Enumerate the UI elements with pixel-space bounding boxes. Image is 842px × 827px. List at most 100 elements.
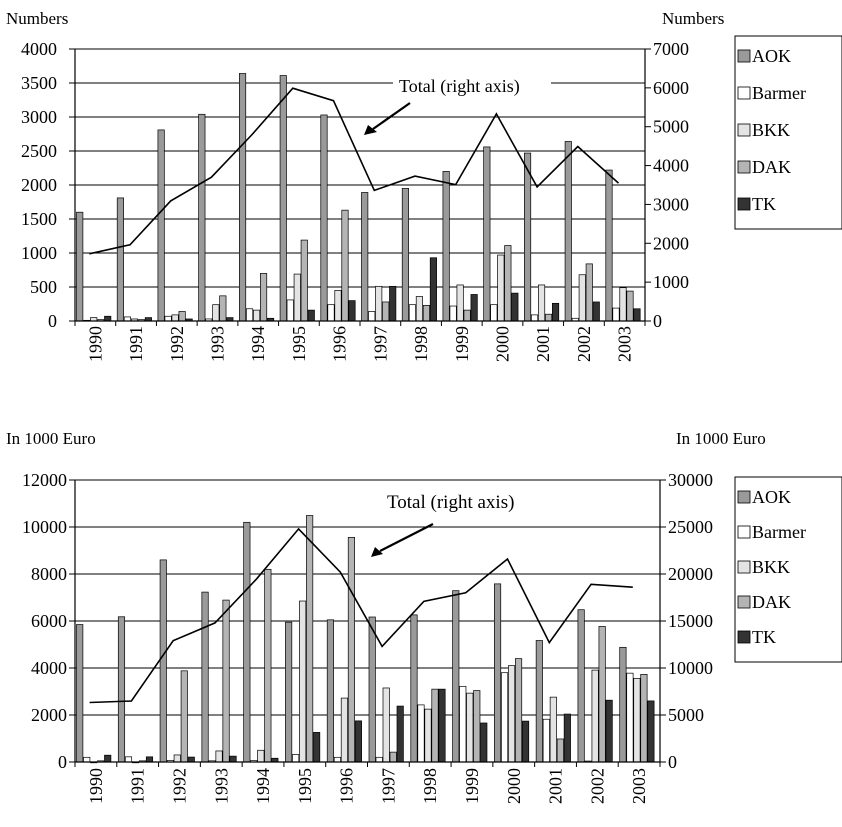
bar-aok: [279, 75, 287, 322]
bar-bkk: [578, 274, 586, 322]
bar-barmer: [246, 308, 254, 322]
legend-box: [734, 476, 842, 663]
chart2-right-axis-label: In 1000 Euro: [676, 429, 766, 448]
bar-aok: [201, 591, 209, 763]
bar-tk: [592, 301, 600, 322]
bar-bkk: [456, 284, 464, 322]
bar-dak: [300, 239, 308, 322]
bar-barmer: [292, 754, 300, 763]
bar-tk: [104, 315, 112, 322]
bar-dak: [264, 568, 272, 763]
bar-tk: [511, 292, 519, 322]
right-tick-label: 7000: [653, 39, 689, 59]
bar-tk: [438, 688, 446, 763]
bar-aok: [442, 171, 450, 322]
bar-dak: [504, 245, 512, 322]
bar-aok: [243, 521, 251, 763]
legend-label-tk: TK: [752, 194, 776, 214]
bar-bkk: [633, 677, 641, 763]
x-tick-label: 1990: [85, 326, 105, 362]
legend-label-dak: DAK: [752, 157, 791, 177]
bar-dak: [585, 263, 593, 322]
left-tick-label: 1000: [21, 243, 57, 263]
bar-aok: [361, 192, 369, 322]
x-tick-label: 1992: [169, 768, 189, 804]
right-tick-label: 5000: [668, 705, 704, 725]
x-tick-label: 2001: [546, 768, 566, 804]
bar-tk: [104, 754, 112, 763]
bar-dak: [180, 670, 188, 763]
x-tick-label: 1994: [248, 326, 268, 362]
left-tick-label: 10000: [22, 517, 67, 537]
bar-bkk: [215, 750, 223, 763]
chart1-arrowhead: [364, 125, 377, 135]
bar-dak: [598, 626, 606, 763]
bar-tk: [552, 302, 560, 322]
bar-barmer: [123, 316, 131, 322]
bar-barmer: [417, 704, 425, 763]
left-tick-label: 3500: [21, 73, 57, 93]
x-tick-label: 1998: [411, 326, 431, 362]
bar-barmer: [164, 315, 172, 322]
chart2-left-ticks: 0 2000 4000 6000 8000 10000 12000: [22, 470, 75, 772]
right-tick-label: 4000: [653, 156, 689, 176]
chart1-left-ticks: 0 500 1000 1500 2000 2500 3000 3500 4000: [21, 39, 75, 331]
bar-dak: [626, 290, 634, 322]
x-tick-label: 1993: [208, 326, 228, 362]
bar-aok: [320, 114, 328, 322]
bar-barmer: [327, 304, 335, 322]
bar-tk: [389, 285, 397, 322]
bar-bkk: [253, 309, 261, 322]
chart2-total-line: [89, 527, 633, 704]
bar-aok: [198, 113, 206, 322]
bar-tk: [307, 309, 315, 322]
bar-aok: [285, 621, 293, 763]
legend-label-dak: DAK: [752, 592, 791, 612]
bar-aok: [159, 559, 167, 763]
chart1-annotation-arrow: [372, 102, 411, 130]
left-tick-label: 3000: [21, 107, 57, 127]
bar-bkk: [257, 749, 265, 763]
legend-swatch-dak: [737, 595, 751, 609]
right-tick-label: 15000: [668, 611, 713, 631]
bar-barmer: [408, 304, 416, 322]
bar-aok: [494, 583, 502, 763]
bar-aok: [535, 640, 543, 763]
bar-bkk: [340, 697, 348, 763]
x-tick-label: 1997: [370, 326, 390, 362]
right-tick-label: 0: [653, 311, 662, 331]
right-tick-label: 20000: [668, 564, 713, 584]
left-tick-label: 2500: [21, 141, 57, 161]
bar-barmer: [368, 311, 376, 322]
left-tick-label: 4000: [31, 658, 67, 678]
bar-bkk: [466, 692, 474, 763]
bar-bkk: [538, 284, 546, 322]
bar-tk: [647, 700, 655, 763]
right-tick-label: 30000: [668, 470, 713, 490]
left-tick-label: 8000: [31, 564, 67, 584]
chart2-legend: AOK Barmer BKK DAK TK: [734, 476, 842, 663]
bar-barmer: [531, 314, 539, 322]
bar-bkk: [293, 273, 301, 322]
bar-aok: [401, 188, 409, 322]
right-tick-label: 6000: [653, 78, 689, 98]
chart1-annotation: Total (right axis): [399, 76, 520, 97]
legend-swatch-barmer: [737, 525, 751, 539]
x-tick-label: 1994: [253, 768, 273, 804]
left-tick-label: 0: [48, 311, 57, 331]
x-tick-label: 1997: [378, 768, 398, 804]
chart1-legend: AOK Barmer BKK DAK TK: [734, 35, 842, 230]
bar-aok: [564, 141, 572, 322]
left-tick-label: 0: [58, 752, 67, 772]
legend-swatch-barmer: [737, 86, 751, 100]
bar-aok: [605, 169, 613, 322]
bar-dak: [463, 309, 471, 322]
bar-bkk: [173, 754, 181, 763]
x-tick-label: 1995: [295, 768, 315, 804]
bar-barmer: [449, 305, 457, 322]
legend-label-aok: AOK: [752, 46, 791, 66]
chart1-gridlines: [75, 48, 645, 288]
bar-dak: [341, 209, 349, 322]
bar-tk: [429, 257, 437, 322]
chart1-x-ticks: 1990 1991 1992 1993 1994 1995 1996 1997 1998 1999…: [74, 321, 646, 362]
